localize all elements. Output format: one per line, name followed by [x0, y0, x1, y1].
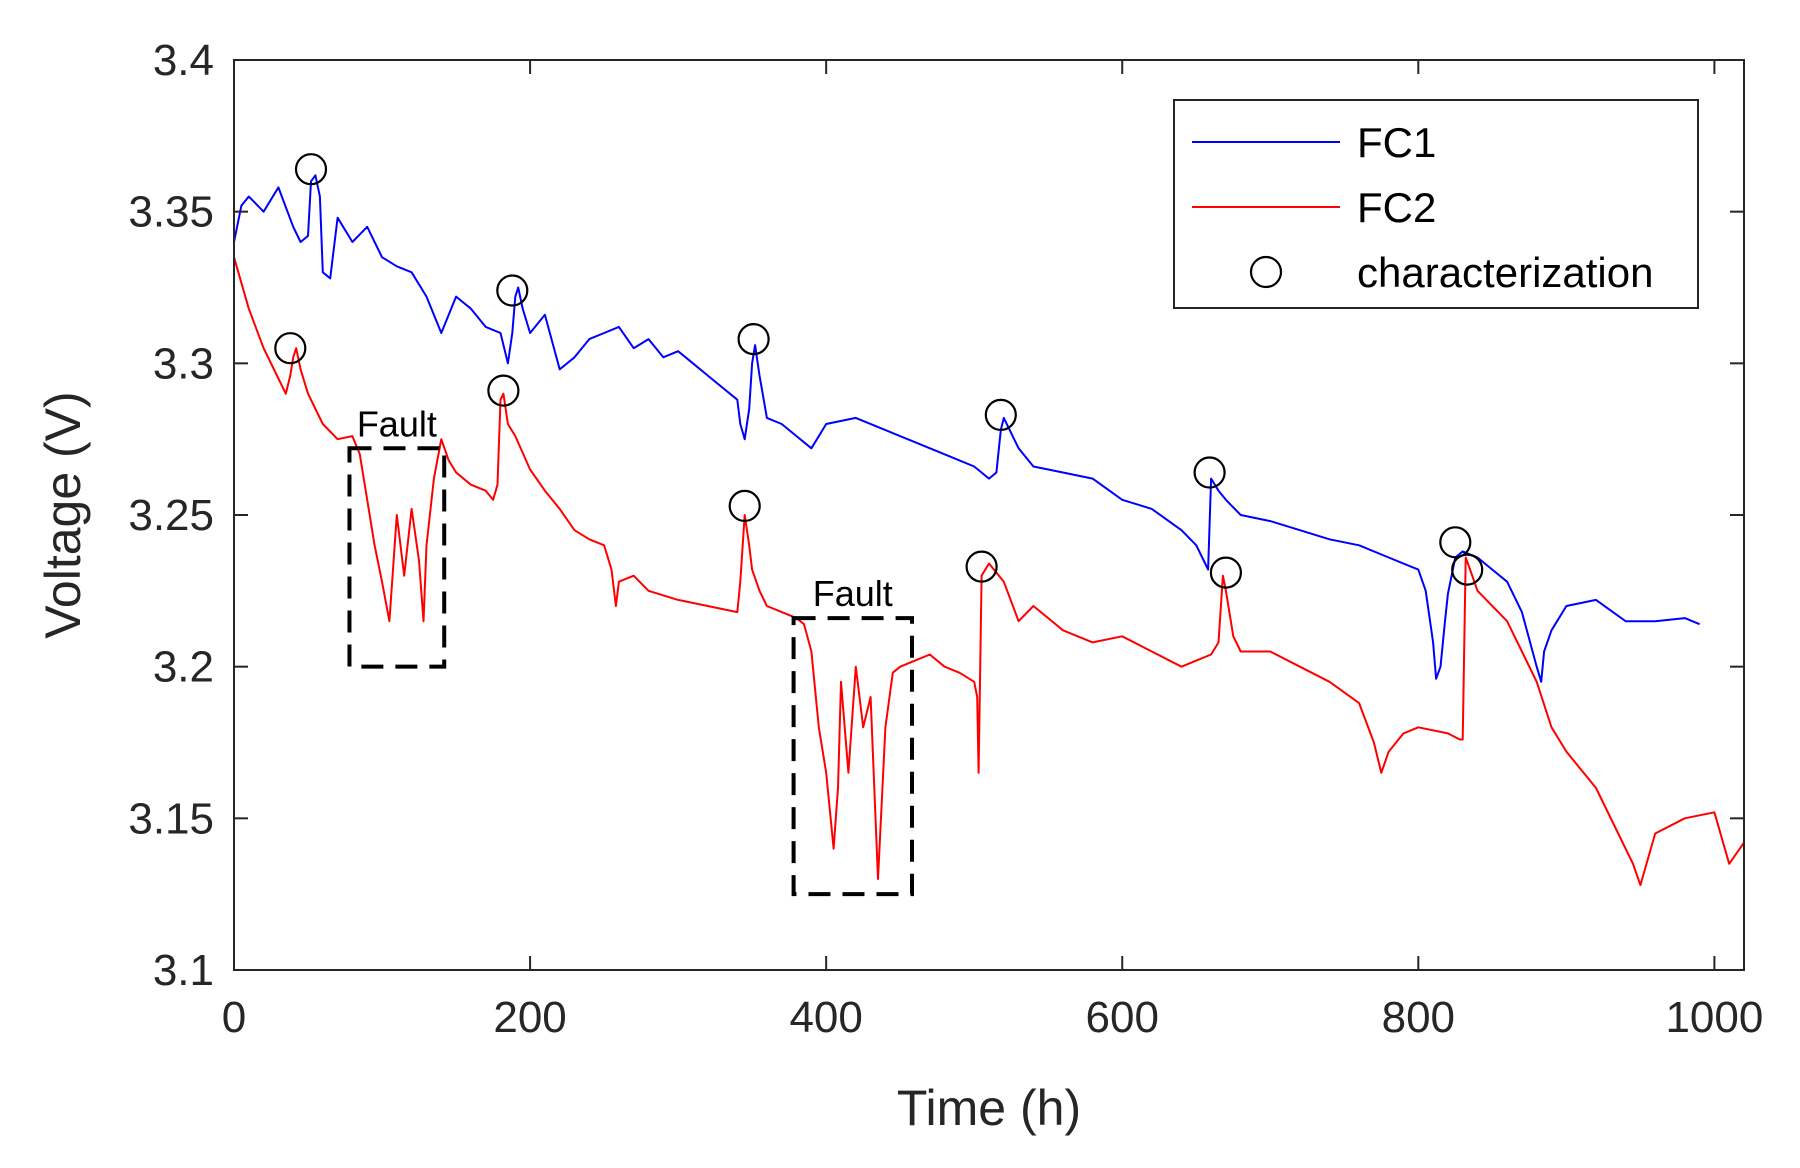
y-tick-label: 3.15	[128, 794, 214, 843]
characterization-marker	[294, 153, 328, 186]
x-tick-label: 1000	[1665, 993, 1763, 1042]
legend-fc1-label: FC1	[1357, 119, 1436, 166]
fault-box	[347, 446, 447, 669]
y-axis-label: Voltage (V)	[35, 391, 91, 638]
y-tick-label: 3.3	[153, 339, 214, 388]
fault-label: Fault	[813, 573, 893, 614]
fault-annotations: Fault Fault	[347, 403, 915, 897]
ticks: 0 200 400 600 800 1000 3.1 3.15 3.2 3.25 3.3 3.35 3.…	[128, 36, 1763, 1042]
y-tick-label: 3.25	[128, 491, 214, 540]
fault-box	[791, 616, 915, 897]
x-tick-label: 600	[1086, 993, 1159, 1042]
characterization-marker	[1193, 456, 1226, 489]
legend-box	[1173, 99, 1699, 309]
y-tick-label: 3.4	[153, 36, 214, 85]
characterization-marker	[728, 489, 761, 522]
characterization-marker	[1451, 553, 1484, 586]
characterization-marker	[1209, 556, 1243, 589]
x-tick-label: 800	[1382, 993, 1455, 1042]
x-tick-label: 400	[789, 993, 862, 1042]
y-tick-label: 3.1	[153, 946, 214, 995]
x-axis-label: Time (h)	[897, 1080, 1081, 1136]
legend-characterization-marker	[1249, 255, 1283, 289]
characterization-marker	[487, 374, 520, 407]
series-fc2-line	[233, 256, 1745, 887]
x-tick-label: 200	[493, 993, 566, 1042]
characterization-marker	[274, 332, 307, 365]
y-tick-label: 3.2	[153, 643, 214, 692]
characterization-marker	[1439, 526, 1472, 559]
characterization-marker	[965, 550, 998, 583]
series-fc1-line	[233, 174, 1700, 683]
y-tick-label: 3.35	[128, 188, 214, 237]
characterization-marker	[496, 274, 529, 307]
characterization-marker	[737, 323, 770, 356]
fault-label: Fault	[357, 403, 437, 444]
legend: FC1 FC2 characterization	[1173, 99, 1699, 309]
legend-fc2-label: FC2	[1357, 184, 1436, 231]
x-tick-label: 0	[222, 993, 246, 1042]
plot-area	[233, 153, 1745, 887]
legend-characterization-label: characterization	[1357, 249, 1653, 296]
characterization-marker	[984, 398, 1017, 431]
